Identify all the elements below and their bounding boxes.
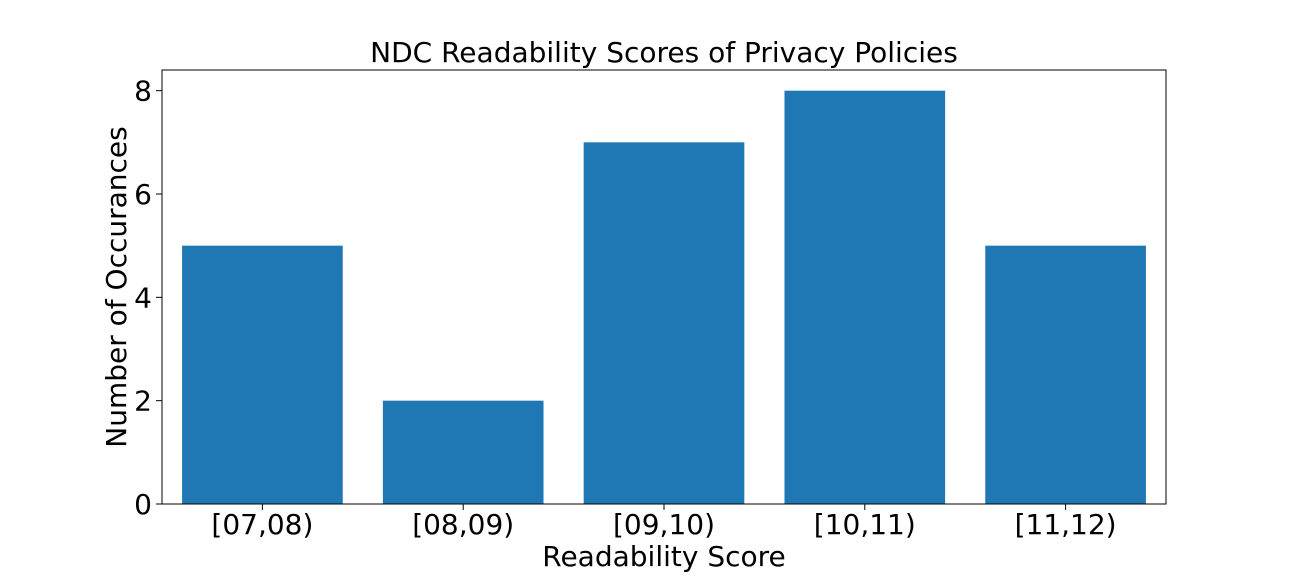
y-tick-label-4: 4 (134, 281, 152, 314)
bar-5 (985, 245, 1146, 504)
bar-2 (382, 400, 544, 504)
y-axis: 0 2 4 6 8 (134, 75, 162, 521)
bar-1 (182, 245, 343, 504)
x-axis: [07,08) [08,09) [09,10) [10,11) [11,12) (211, 504, 1117, 541)
x-tick-label-4: [10,11) (814, 508, 916, 541)
x-axis-label: Readability Score (542, 540, 786, 573)
x-tick-label-2: [08,09) (412, 508, 514, 541)
chart-title: NDC Readability Scores of Privacy Polici… (370, 36, 958, 69)
x-tick-label-3: [09,10) (613, 508, 715, 541)
y-tick-label-0: 0 (134, 488, 152, 521)
x-tick-label-5: [11,12) (1015, 508, 1117, 541)
bar-3 (583, 142, 745, 505)
bars-group (182, 90, 1146, 505)
plot-frame (161, 69, 1167, 505)
bar-4 (784, 90, 946, 505)
y-tick-label-2: 2 (134, 385, 152, 418)
y-tick-label-8: 8 (134, 75, 152, 108)
y-tick-label-6: 6 (134, 178, 152, 211)
x-tick-label-1: [07,08) (211, 508, 313, 541)
y-axis-label: Number of Occurances (100, 126, 133, 447)
